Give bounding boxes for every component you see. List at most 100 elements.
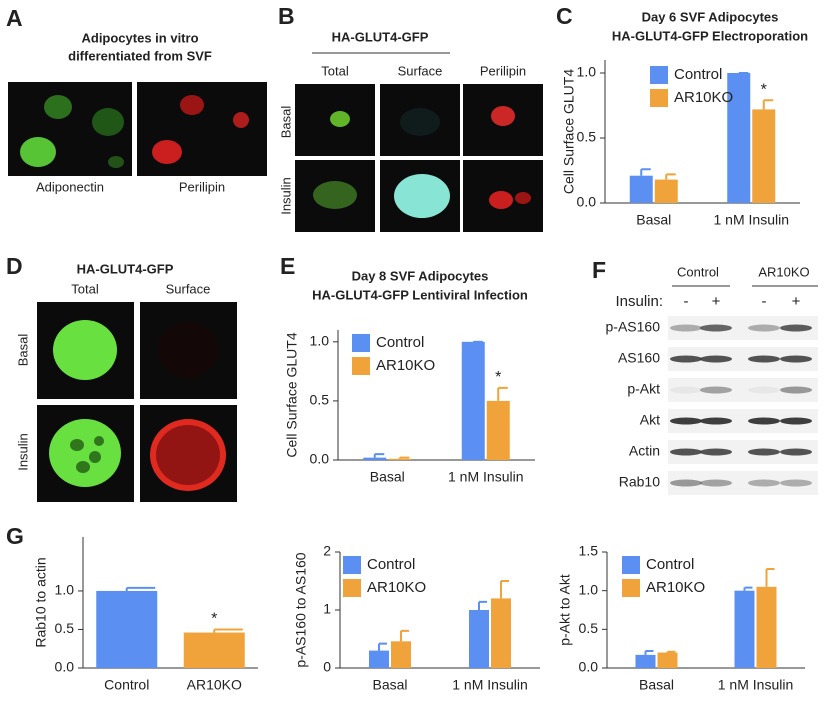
band — [748, 417, 780, 425]
y-tick-label: 0.0 — [577, 194, 597, 210]
lane-sign: + — [792, 293, 801, 310]
blot-strip — [668, 471, 818, 495]
panel-title: Adipocytes in vitro — [81, 30, 198, 45]
row-label: Basal — [278, 106, 293, 139]
y-tick-label: 0.0 — [55, 659, 75, 675]
bar — [486, 400, 510, 460]
significance: * — [495, 369, 501, 386]
x-tick-label: 1 nM Insulin — [448, 469, 523, 485]
band — [700, 479, 732, 487]
error-bar — [640, 168, 651, 176]
cell — [76, 461, 90, 473]
cell — [152, 140, 182, 164]
band — [700, 448, 732, 456]
y-tick-label: 1.0 — [579, 581, 599, 597]
bar — [96, 590, 158, 668]
panel-label: C — [556, 3, 573, 29]
y-axis-label: Rab10 to actin — [33, 557, 49, 647]
caption: Perilipin — [179, 179, 225, 194]
legend-label: AR10KO — [674, 89, 733, 106]
error-bar — [378, 642, 387, 651]
column-label: Total — [71, 281, 99, 296]
x-tick-label: Basal — [370, 469, 405, 485]
band — [780, 355, 812, 363]
y-tick-label: 1.5 — [579, 543, 599, 559]
bar — [629, 175, 653, 203]
blot-label: AS160 — [618, 350, 660, 366]
error-bar — [665, 173, 676, 180]
y-tick-label: 0.5 — [310, 392, 330, 408]
legend-label: Control — [376, 334, 424, 351]
legend-label: Control — [646, 556, 694, 573]
x-tick-label: Control — [104, 677, 149, 693]
band — [670, 324, 702, 332]
group-label: AR10KO — [758, 264, 809, 279]
bar — [491, 598, 511, 668]
lane-sign: + — [712, 293, 721, 310]
bar — [391, 641, 411, 668]
band — [700, 417, 732, 425]
row-label: Insulin — [15, 433, 30, 471]
error-bar — [497, 386, 508, 401]
bar — [183, 632, 245, 668]
x-tick-label: 1 nM Insulin — [452, 677, 527, 693]
bar — [654, 179, 678, 203]
legend-swatch — [650, 89, 668, 107]
x-tick-label: Basal — [639, 677, 674, 693]
error-bar — [398, 456, 410, 459]
lane-sign: - — [762, 293, 767, 310]
blot-label: Actin — [629, 443, 660, 459]
cell — [92, 108, 124, 136]
chart-title: Day 6 SVF Adipocytes — [642, 9, 779, 24]
cell — [49, 419, 121, 487]
cell — [20, 137, 56, 167]
y-axis-label: Cell Surface GLUT4 — [561, 69, 577, 194]
x-tick-label: 1 nM Insulin — [718, 677, 793, 693]
bar — [363, 457, 387, 460]
cell — [400, 108, 440, 136]
panel-title: HA-GLUT4-GFP — [77, 261, 174, 276]
x-tick-label: Basal — [372, 677, 407, 693]
micrograph — [137, 82, 267, 176]
cell — [313, 181, 357, 209]
y-axis-label: p-Akt to Akt — [557, 574, 573, 646]
bar — [727, 73, 751, 203]
legend-swatch — [622, 556, 640, 574]
error-bar — [373, 453, 385, 458]
chart-title: Day 8 SVF Adipocytes — [352, 268, 489, 283]
band — [748, 386, 780, 394]
cell — [394, 174, 450, 218]
band — [700, 355, 732, 363]
legend-swatch — [343, 579, 361, 597]
panel-title: differentiated from SVF — [68, 48, 212, 63]
legend-label: AR10KO — [376, 357, 435, 374]
cell — [70, 439, 84, 451]
y-tick-label: 0.5 — [579, 620, 599, 636]
legend-swatch — [352, 334, 370, 352]
panel-label: B — [278, 3, 295, 29]
blot-label: Akt — [640, 412, 660, 428]
significance: * — [761, 82, 767, 99]
band — [748, 324, 780, 332]
cell — [489, 191, 513, 209]
lane-sign: - — [684, 293, 689, 310]
band — [670, 417, 702, 425]
cell — [158, 322, 218, 378]
cell — [180, 95, 204, 115]
group-label: Control — [677, 264, 719, 279]
y-axis-label: Cell Surface GLUT4 — [284, 332, 300, 457]
legend-swatch — [343, 556, 361, 574]
y-tick-label: 1 — [323, 601, 331, 617]
band — [748, 355, 780, 363]
bar — [657, 652, 678, 668]
x-tick-label: Basal — [636, 212, 671, 228]
panel-label: A — [6, 5, 23, 31]
blot-label: p-Akt — [627, 381, 660, 397]
blot-label: Rab10 — [619, 474, 660, 490]
error-bar — [500, 580, 509, 599]
bar — [635, 654, 656, 668]
cell — [44, 95, 72, 119]
significance: * — [211, 611, 217, 628]
y-axis-label: p-AS160 to AS160 — [293, 552, 309, 667]
band — [780, 448, 812, 456]
